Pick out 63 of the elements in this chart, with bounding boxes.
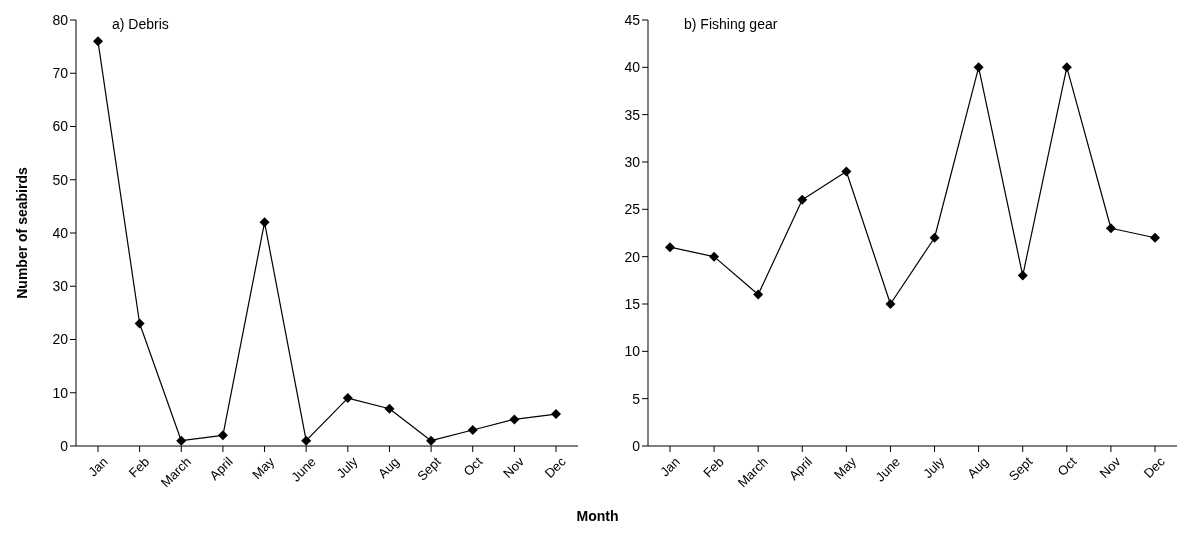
point bbox=[259, 217, 270, 228]
y-tick-label: 30 bbox=[624, 153, 641, 170]
y-tick-label: 30 bbox=[52, 278, 69, 295]
point bbox=[217, 430, 228, 441]
y-tick-label: 60 bbox=[52, 118, 69, 135]
point bbox=[1061, 62, 1072, 73]
y-tick-label: 80 bbox=[52, 11, 69, 28]
x-axis-title: Month bbox=[575, 508, 620, 524]
point bbox=[176, 435, 187, 446]
x-tick-label: Oct bbox=[1054, 453, 1080, 479]
y-tick-label: 70 bbox=[52, 65, 69, 82]
y-tick-label: 50 bbox=[52, 171, 69, 188]
x-tick-label: July bbox=[920, 453, 948, 481]
y-tick-label: 25 bbox=[624, 201, 641, 218]
point bbox=[134, 318, 145, 329]
x-tick-label: Feb bbox=[125, 454, 153, 481]
y-tick-label: 40 bbox=[624, 59, 641, 76]
y-tick-label: 5 bbox=[632, 390, 641, 407]
point bbox=[93, 36, 103, 47]
x-tick-label: Nov bbox=[1096, 453, 1124, 481]
x-tick-label: Feb bbox=[700, 454, 727, 481]
y-tick-label: 0 bbox=[60, 437, 69, 454]
point bbox=[1105, 223, 1116, 234]
point bbox=[426, 435, 437, 446]
y-tick-label: 20 bbox=[624, 248, 641, 265]
x-tick-label: Oct bbox=[460, 453, 486, 479]
point bbox=[841, 166, 852, 177]
point bbox=[467, 425, 478, 436]
point bbox=[709, 251, 720, 262]
x-tick-label: Aug bbox=[375, 454, 403, 482]
x-tick-label: July bbox=[333, 453, 361, 481]
y-tick-label: 10 bbox=[52, 384, 69, 401]
point bbox=[342, 393, 353, 404]
y-tick-label: 45 bbox=[624, 11, 641, 28]
y-tick-label: 10 bbox=[624, 343, 641, 360]
y-tick-label: 40 bbox=[52, 224, 69, 241]
point bbox=[509, 414, 520, 425]
point bbox=[797, 194, 808, 205]
y-axis-title: Number of seabirds bbox=[14, 167, 30, 299]
y-tick-label: 15 bbox=[624, 295, 641, 312]
x-tick-label: Aug bbox=[964, 454, 992, 482]
point bbox=[973, 62, 984, 73]
x-tick-label: May bbox=[249, 453, 278, 483]
point bbox=[551, 409, 561, 420]
x-tick-label: Nov bbox=[500, 453, 528, 481]
y-tick-label: 0 bbox=[632, 437, 641, 454]
point bbox=[301, 435, 312, 446]
point bbox=[384, 403, 395, 414]
x-tick-label: Jan bbox=[657, 454, 683, 480]
point bbox=[753, 289, 764, 300]
chart-title: a) Debris bbox=[112, 16, 169, 32]
point bbox=[665, 242, 675, 253]
y-tick-label: 20 bbox=[52, 331, 69, 348]
x-tick-label: May bbox=[831, 453, 860, 483]
x-tick-label: Jan bbox=[85, 454, 111, 480]
x-tick-label: Dec bbox=[1140, 453, 1168, 481]
point bbox=[1150, 232, 1160, 243]
x-tick-label: Dec bbox=[541, 453, 569, 481]
point bbox=[929, 232, 940, 243]
point bbox=[1017, 270, 1028, 281]
chart-title: b) Fishing gear bbox=[684, 16, 778, 32]
y-tick-label: 35 bbox=[624, 106, 641, 123]
point bbox=[885, 299, 896, 309]
